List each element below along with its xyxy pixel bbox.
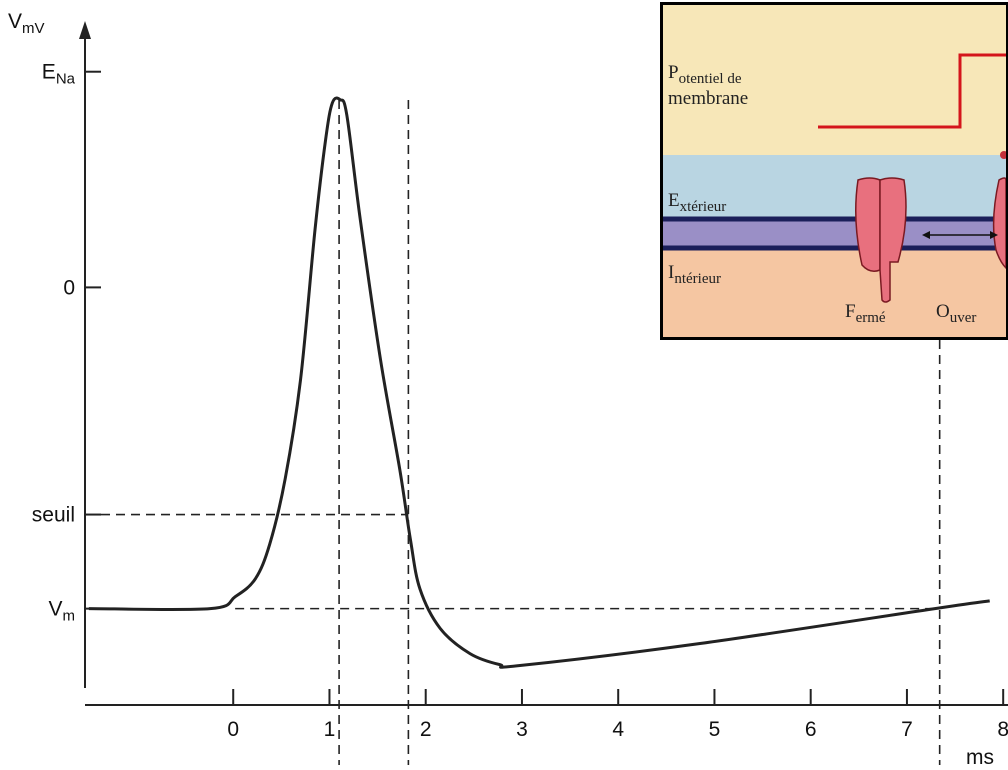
inside-label: Intérieur (668, 262, 721, 287)
action-potential-line (88, 96, 990, 669)
x-tick-label: 8 (997, 718, 1008, 741)
membrane (660, 217, 1006, 250)
outside-region (660, 155, 1006, 217)
inset-diagram: Potentiel de membrane Extérieur Intérieu… (660, 2, 1008, 340)
membrane-label: membrane (668, 88, 748, 109)
y-axis-label: VmV (8, 10, 45, 37)
y-tick-label: Vm (48, 598, 75, 625)
arrow-heads (922, 231, 998, 239)
channel-open (992, 177, 1007, 270)
potential-step (818, 53, 1006, 129)
membrane-label: Potentiel de (668, 62, 742, 87)
y-tick-label: 0 (63, 276, 75, 299)
x-tick-label: 2 (420, 718, 432, 741)
x-axis-label: ms (966, 746, 994, 769)
closed-label: Fermé (845, 301, 886, 326)
y-axis-arrow (79, 21, 91, 39)
x-tick-label: 5 (709, 718, 721, 741)
x-tick-label: 6 (805, 718, 817, 741)
channel-closed (879, 177, 907, 303)
inside-region (660, 250, 1006, 340)
channel-closed (855, 177, 881, 272)
y-tick-label: seuil (32, 504, 75, 527)
outside-label: Extérieur (668, 190, 726, 215)
x-tick-label: 4 (612, 718, 624, 741)
x-tick-label: 1 (324, 718, 336, 741)
x-tick-label: 3 (516, 718, 528, 741)
x-tick-label: 7 (901, 718, 913, 741)
y-tick-label: ENa (42, 61, 76, 88)
x-tick-label: 0 (227, 718, 239, 741)
open-label: Ouver (936, 301, 976, 326)
